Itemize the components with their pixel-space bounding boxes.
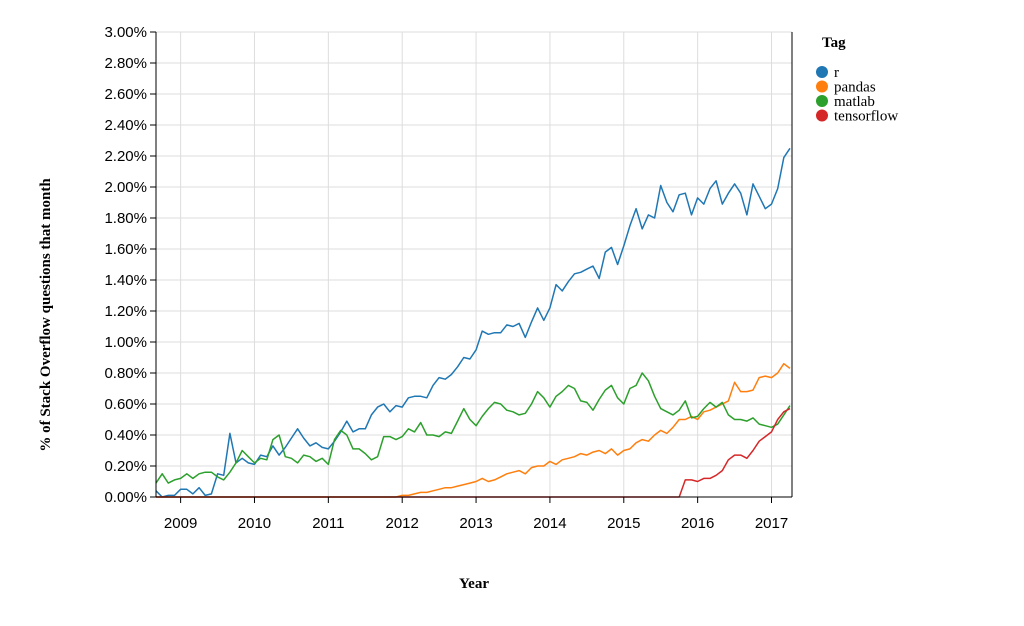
y-tick-label: 2.00% [104, 179, 147, 196]
legend-label-r: r [834, 65, 839, 81]
y-tick-label: 0.60% [104, 396, 147, 413]
y-tick-label: 3.00% [104, 24, 147, 41]
series-line-pandas [156, 362, 791, 498]
y-tick-label: 2.60% [104, 86, 147, 103]
grid [156, 31, 792, 498]
y-tick-label: 0.40% [104, 427, 147, 444]
y-tick-label: 0.00% [104, 489, 147, 506]
legend-label-pandas: pandas [834, 80, 876, 96]
y-tick-label: 0.80% [104, 365, 147, 382]
legend-swatch-tensorflow [816, 109, 828, 122]
legend-label-tensorflow: tensorflow [834, 109, 898, 125]
legend-swatch-pandas [816, 80, 828, 93]
y-tick-label: 2.40% [104, 117, 147, 134]
y-tick-label: 2.80% [104, 55, 147, 72]
y-axis-title: % of Stack Overflow questions that month [38, 178, 54, 452]
y-tick-label: 1.00% [104, 334, 147, 351]
y-tick-label: 1.60% [104, 241, 147, 258]
series-lines [155, 147, 791, 498]
x-tick-label: 2017 [755, 515, 788, 532]
x-tick-label: 2012 [386, 515, 419, 532]
series-line-r [155, 147, 791, 498]
series-line-matlab [155, 372, 791, 484]
y-tick-label: 2.20% [104, 148, 147, 165]
legend-label-matlab: matlab [834, 94, 875, 110]
x-tick-label: 2015 [607, 515, 640, 532]
x-tick-label: 2014 [533, 515, 566, 532]
x-tick-labels: 2009 2010 2011 2012 2013 2014 2015 2016 2017 [164, 515, 788, 532]
y-tick-label: 1.80% [104, 210, 147, 227]
y-tick-label: 1.40% [104, 272, 147, 289]
y-tick-label: 0.20% [104, 458, 147, 475]
series-line-tensorflow [156, 407, 791, 498]
x-tick-label: 2011 [312, 515, 344, 532]
y-tick-labels: 0.00% 0.20% 0.40% 0.60% 0.80% 1.00% 1.20% 1.40%… [104, 24, 147, 506]
x-tick-label: 2016 [681, 515, 714, 532]
y-tick-label: 1.20% [104, 303, 147, 320]
axes [150, 31, 793, 503]
legend-swatch-r [816, 66, 828, 78]
legend-title: Tag [822, 35, 846, 51]
x-tick-label: 2009 [164, 515, 197, 532]
x-tick-label: 2013 [459, 515, 492, 532]
legend-swatch-matlab [816, 95, 828, 107]
x-tick-label: 2010 [238, 515, 271, 532]
x-axis-title: Year [459, 576, 489, 592]
